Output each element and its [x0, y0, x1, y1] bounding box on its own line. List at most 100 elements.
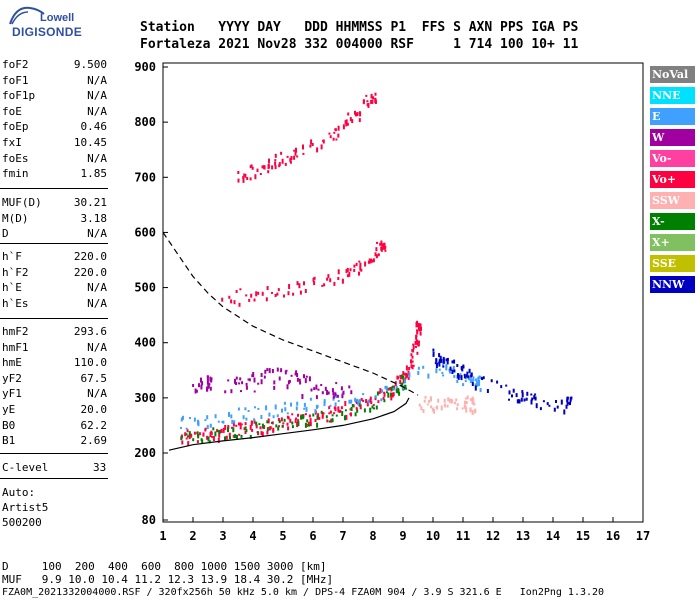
data-point: [286, 384, 289, 390]
data-point: [250, 420, 253, 424]
data-point: [462, 383, 465, 387]
data-point: [298, 283, 301, 289]
data-point: [244, 431, 247, 434]
data-point: [238, 422, 240, 426]
data-point: [271, 165, 274, 170]
data-point: [278, 425, 280, 428]
data-point: [201, 439, 204, 444]
data-point: [216, 429, 219, 433]
data-point: [196, 440, 199, 444]
data-point: [387, 387, 390, 391]
data-point: [296, 377, 299, 382]
param-row: D N/A: [2, 227, 107, 241]
data-point: [335, 414, 338, 417]
data-point: [200, 438, 203, 442]
param-label: h`F2: [2, 265, 29, 279]
data-point: [329, 135, 332, 139]
data-point: [253, 419, 256, 424]
data-point: [288, 379, 291, 383]
data-point: [374, 92, 377, 96]
data-point: [466, 371, 469, 375]
data-point: [364, 261, 367, 267]
data-point: [249, 177, 252, 181]
data-point: [283, 418, 286, 422]
data-point: [255, 424, 258, 429]
separator: [0, 453, 108, 454]
data-point: [385, 391, 388, 394]
data-point: [231, 426, 233, 429]
data-point: [463, 373, 466, 376]
data-point: [180, 426, 182, 429]
data-point: [467, 375, 470, 379]
data-point: [308, 414, 311, 418]
data-point: [473, 403, 476, 406]
data-point: [186, 435, 189, 438]
data-point: [235, 424, 238, 427]
data-point: [242, 415, 245, 420]
data-point: [435, 368, 438, 374]
param-value: 1.85: [80, 167, 108, 181]
x-tick-label: 9: [399, 529, 406, 543]
data-point: [359, 262, 362, 267]
legend-item: W: [650, 129, 695, 146]
x-tick-label: 4: [249, 529, 256, 543]
data-point: [329, 410, 332, 414]
data-point: [442, 356, 445, 360]
data-point: [508, 390, 511, 395]
data-point: [461, 407, 464, 410]
data-point: [267, 170, 270, 174]
data-point: [408, 367, 411, 370]
data-point: [266, 420, 269, 424]
data-point: [461, 368, 464, 372]
data-point: [304, 413, 307, 416]
data-point: [521, 390, 524, 394]
data-point: [525, 397, 528, 401]
data-point: [303, 402, 306, 407]
data-point: [294, 372, 297, 376]
data-point: [422, 409, 425, 413]
data-point: [481, 377, 484, 380]
data-point: [209, 432, 212, 438]
data-point: [478, 375, 481, 379]
data-point: [378, 391, 381, 395]
data-point: [277, 288, 280, 292]
data-point: [353, 268, 356, 272]
data-point: [359, 112, 362, 117]
data-point: [237, 171, 240, 174]
logo-digisonde: DIGISONDE: [12, 25, 83, 39]
legend-item: E: [650, 108, 695, 125]
data-point: [305, 375, 308, 378]
data-point: [274, 404, 277, 410]
data-point: [257, 382, 260, 385]
data-point: [283, 294, 285, 298]
data-point: [263, 425, 266, 429]
data-point: [457, 374, 460, 380]
data-point: [402, 385, 405, 390]
data-point: [313, 387, 316, 391]
param-row: yF2 67.5: [2, 372, 107, 386]
data-point: [302, 152, 305, 155]
data-point: [327, 391, 330, 395]
data-point: [326, 390, 329, 395]
data-point: [389, 386, 392, 390]
data-point: [542, 400, 545, 403]
data-point: [228, 295, 231, 299]
data-point: [382, 396, 385, 400]
data-point: [268, 158, 270, 164]
data-point: [303, 281, 305, 286]
data-point: [566, 401, 569, 406]
data-point: [303, 407, 306, 410]
data-point: [441, 371, 444, 374]
data-point: [286, 412, 289, 415]
data-point: [397, 376, 399, 380]
data-point: [207, 436, 210, 442]
data-point: [287, 291, 290, 296]
param-label: hmE: [2, 356, 22, 370]
param-row: h`F 220.0: [2, 250, 107, 264]
data-point: [239, 425, 242, 430]
data-point: [342, 390, 345, 395]
header-values: Fortaleza 2021 Nov28 332 004000 RSF 1 71…: [140, 37, 579, 52]
param-value: N/A: [87, 89, 107, 103]
data-point: [452, 365, 455, 371]
data-point: [195, 389, 198, 393]
